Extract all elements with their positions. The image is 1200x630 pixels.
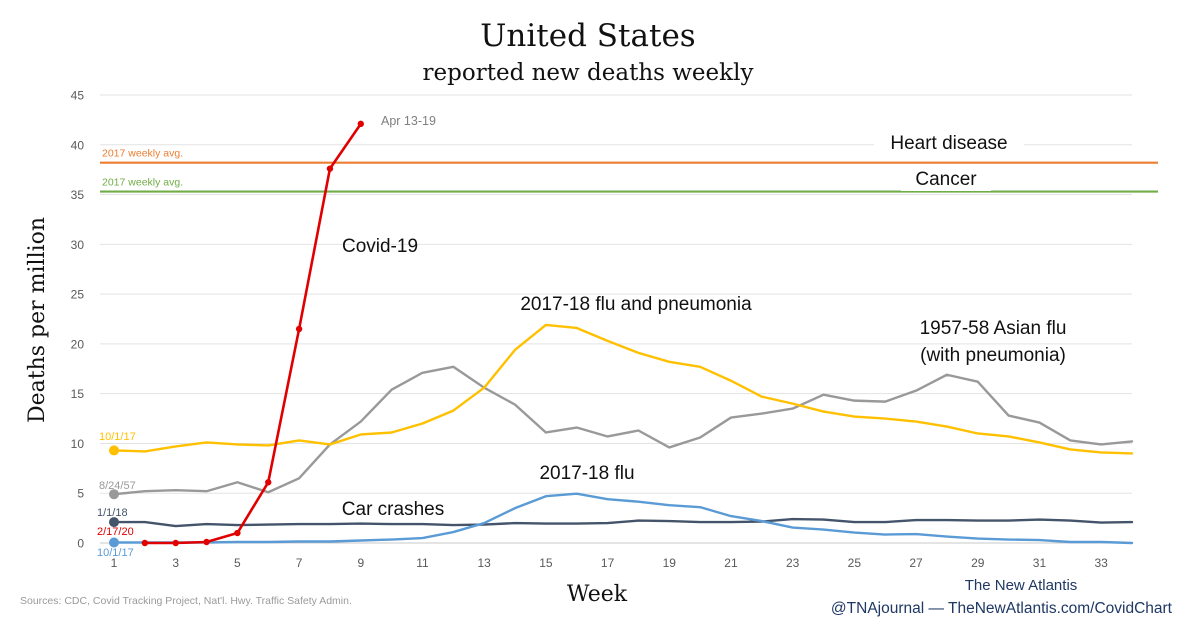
x-tick-label: 3	[172, 556, 179, 570]
series-start-marker	[109, 489, 119, 500]
series-name-label: Covid-19	[342, 236, 418, 257]
brand-label: The New Atlantis	[965, 577, 1078, 594]
x-tick-label: 27	[909, 556, 923, 570]
series-end-label: Apr 13-19	[381, 114, 436, 128]
reference-line-label: Heart disease	[890, 133, 1007, 154]
series-line	[112, 365, 1134, 496]
y-tick-label: 0	[77, 537, 84, 551]
y-tick-label: 45	[71, 89, 85, 103]
x-tick-label: 25	[848, 556, 862, 570]
x-tick-label: 31	[1033, 556, 1047, 570]
x-tick-label: 29	[971, 556, 985, 570]
series-name-label: 2017-18 flu	[539, 463, 634, 484]
reference-line-note: 2017 weekly avg.	[102, 148, 183, 160]
series-start-label: 10/1/17	[99, 431, 136, 443]
series-name-line-1: 1957-58 Asian flu	[920, 318, 1067, 339]
x-tick-label: 15	[539, 556, 553, 570]
x-tick-label: 9	[357, 556, 364, 570]
series-start-marker	[109, 445, 119, 456]
reference-lines: 2017 weekly avg. Heart disease 2017 weekly…	[100, 132, 1158, 193]
x-tick-label: 23	[786, 556, 800, 570]
data-point	[172, 539, 179, 547]
reference-line-label: Cancer	[915, 169, 977, 190]
x-tick-label: 17	[601, 556, 615, 570]
reference-line-note: 2017 weekly avg.	[102, 177, 183, 189]
y-tick-label: 35	[71, 188, 85, 202]
x-tick-label: 11	[416, 556, 429, 570]
x-tick-label: 33	[1094, 556, 1108, 570]
series-start-label: 1/1/18	[97, 507, 128, 519]
reference-label-background	[901, 168, 991, 191]
y-tick-label: 20	[71, 337, 85, 351]
series-name-label: 1957-58 Asian flu (with pneumonia)	[920, 318, 1067, 366]
chart-title: United States	[480, 18, 695, 54]
data-point	[295, 325, 303, 333]
x-tick-label: 19	[663, 556, 677, 570]
series-name-label: Car crashes	[342, 499, 444, 520]
y-tick-label: 5	[77, 487, 84, 501]
series-start-label: 10/1/17	[97, 547, 134, 559]
x-axis-label: Week	[567, 582, 628, 607]
series-start-marker	[109, 537, 119, 548]
y-tick-label: 25	[71, 288, 85, 302]
y-tick-label: 40	[71, 138, 85, 152]
sources-note: Sources: CDC, Covid Tracking Project, Na…	[20, 595, 352, 607]
series-start-marker	[109, 517, 119, 528]
series-line	[112, 492, 1134, 545]
data-point	[265, 479, 272, 486]
y-tick-label: 30	[71, 238, 85, 252]
chart-subtitle: reported new deaths weekly	[423, 60, 754, 86]
data-point	[326, 165, 334, 172]
data-series	[109, 120, 1134, 548]
series-line	[143, 122, 363, 545]
series-name-label: 2017-18 flu and pneumonia	[520, 294, 752, 315]
x-tick-label: 7	[296, 556, 303, 570]
series-labels: 2/17/20 10/1/17 8/24/57 10/1/17 1/1/18 Apr 13…	[97, 114, 1066, 559]
data-point	[234, 529, 241, 537]
reference-label-background	[874, 132, 1024, 155]
x-tick-label: 13	[478, 556, 492, 570]
y-tick-label: 15	[71, 387, 85, 401]
gridlines	[100, 94, 1132, 494]
x-tick-label: 21	[724, 556, 738, 570]
y-axis-label: Deaths per million	[25, 217, 50, 423]
series-start-label: 2/17/20	[97, 526, 134, 538]
data-point	[141, 539, 149, 547]
series-name-line-2: (with pneumonia)	[920, 345, 1066, 366]
y-tick-label: 10	[71, 437, 85, 451]
data-point	[357, 120, 364, 128]
x-tick-label: 5	[234, 556, 241, 570]
data-point	[203, 538, 210, 546]
series-line	[112, 323, 1134, 455]
x-tick-label: 1	[111, 556, 118, 570]
series-line	[112, 517, 1134, 528]
credit-line: @TNAjournal — TheNewAtlantis.com/CovidCh…	[831, 600, 1173, 617]
series-start-label: 8/24/57	[99, 480, 136, 492]
